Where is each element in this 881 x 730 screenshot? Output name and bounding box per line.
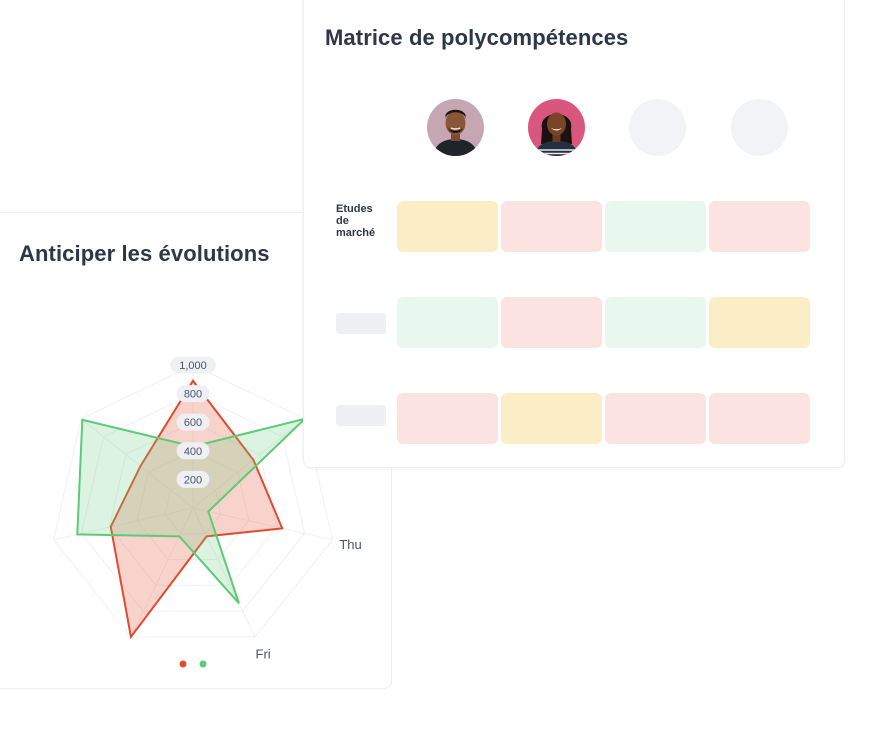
radar-tick-pill — [176, 413, 210, 431]
radar-card-title: Anticiper les évolutions — [19, 241, 270, 266]
skill-matrix-cell[interactable] — [709, 297, 810, 348]
skill-row-label-placeholder — [336, 313, 386, 334]
radar-spoke — [80, 418, 194, 509]
skill-matrix-cell[interactable] — [501, 297, 602, 348]
radar-series-1-area — [109, 378, 284, 640]
person-photo-icon — [427, 99, 484, 156]
radar-grid-ring — [80, 393, 306, 612]
employee-avatar-empty-1[interactable] — [629, 99, 686, 156]
radar-tick-pill — [176, 385, 210, 403]
employee-avatar-2[interactable] — [528, 99, 585, 156]
employee-avatar-empty-2[interactable] — [731, 99, 788, 156]
skill-matrix-cell[interactable] — [605, 297, 706, 348]
radar-spoke — [130, 507, 194, 638]
radar-tick-pill — [170, 356, 216, 374]
skill-row-label-placeholder — [336, 405, 386, 426]
skill-matrix-cell[interactable] — [397, 297, 498, 348]
skill-matrix-cell[interactable] — [397, 393, 498, 444]
radar-spoke — [192, 507, 256, 638]
skill-row-label: Etudes de marché — [336, 203, 376, 239]
radar-grid-ring — [108, 421, 278, 586]
radar-axis-label: Thu — [339, 537, 361, 552]
legend-dot-series-2 — [199, 660, 207, 668]
radar-spoke — [192, 507, 333, 541]
radar-axis-label: Fri — [256, 647, 271, 662]
radar-tick-label: 200 — [184, 474, 202, 486]
radar-spoke — [192, 418, 306, 509]
radar-grid-ring — [164, 478, 222, 535]
skill-matrix-cell[interactable] — [397, 201, 498, 252]
skill-matrix-cell[interactable] — [501, 393, 602, 444]
skill-matrix-title: Matrice de polycompétences — [325, 25, 629, 50]
skill-matrix-cell[interactable] — [501, 201, 602, 252]
radar-tick-pill — [176, 470, 210, 488]
skill-matrix-cell[interactable] — [605, 201, 706, 252]
radar-tick-label: 400 — [184, 446, 202, 458]
radar-tick-label: 800 — [184, 389, 202, 401]
skill-matrix-cell[interactable] — [709, 201, 810, 252]
skill-matrix-cell[interactable] — [605, 393, 706, 444]
person-photo-icon — [528, 99, 585, 156]
legend-dot-series-1 — [179, 660, 187, 668]
employee-avatar-1[interactable] — [427, 99, 484, 156]
skill-matrix-cell[interactable] — [709, 393, 810, 444]
radar-series-2-area — [76, 416, 309, 605]
radar-tick-pill — [176, 442, 210, 460]
skill-matrix-card: Matrice de polycompétences Etudes de mar… — [303, 0, 845, 468]
radar-tick-label: 1,000 — [179, 360, 207, 372]
radar-tick-label: 600 — [184, 417, 202, 429]
